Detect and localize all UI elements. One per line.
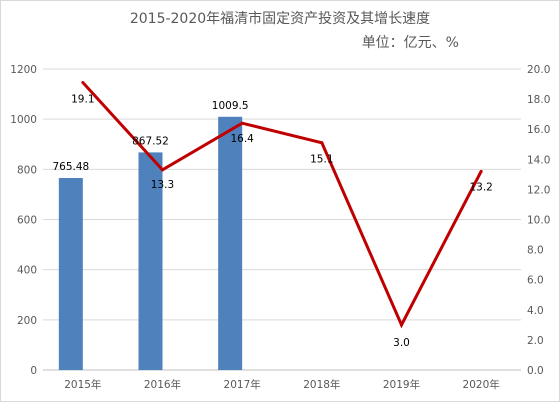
y-right-tick-label: 14.0 xyxy=(527,154,550,166)
y-left-tick-label: 800 xyxy=(17,164,37,176)
x-tick-label: 2017年 xyxy=(224,378,261,391)
y-right-tick-label: 12.0 xyxy=(527,184,550,196)
growth-rate-point xyxy=(320,141,324,145)
investment-bar xyxy=(58,177,83,370)
chart-subtitle: 单位：亿元、% xyxy=(362,35,459,51)
y-right-tick-label: 20.0 xyxy=(527,64,550,76)
y-right-tick-label: 10.0 xyxy=(527,215,550,227)
chart-title: 2015-2020年福清市固定资产投资及其增长速度 xyxy=(130,10,430,27)
data-labels: 765.48 867.52 1009.5 19.1 13.3 16.4 15.1 3.0 13.… xyxy=(52,94,492,349)
y-right-tick-label: 18.0 xyxy=(527,94,550,106)
x-tick-label: 2016年 xyxy=(144,378,181,391)
growth-rate-point xyxy=(400,323,403,327)
grid-layer xyxy=(43,68,521,371)
investment-bar xyxy=(218,116,243,370)
growth-rate-point xyxy=(479,169,483,173)
growth-rate-label: 19.1 xyxy=(71,94,94,106)
x-tick-label: 2018年 xyxy=(303,378,340,391)
y-right-tick-label: 2.0 xyxy=(527,335,544,347)
investment-bar-label: 867.52 xyxy=(132,135,169,147)
x-tick-label: 2019年 xyxy=(383,378,420,391)
investment-bar xyxy=(138,152,163,370)
x-tick-label: 2015年 xyxy=(64,378,101,391)
y-right-tick-label: 16.0 xyxy=(527,124,550,136)
y-left-tick-label: 600 xyxy=(17,215,37,227)
investment-bar-label: 765.48 xyxy=(52,161,89,173)
growth-rate-label: 3.0 xyxy=(393,337,410,349)
axis-labels: 0 200 400 600 800 1000 1200 0.0 2.0 4.0 6.0 8.0 10.0… xyxy=(10,64,550,391)
growth-rate-label: 15.1 xyxy=(310,154,333,166)
growth-rate-label: 13.3 xyxy=(151,179,174,191)
x-tick-label: 2020年 xyxy=(463,378,500,391)
y-right-tick-label: 0.0 xyxy=(527,365,544,377)
y-left-tick-label: 1000 xyxy=(10,114,37,126)
y-right-tick-label: 4.0 xyxy=(527,305,544,317)
growth-rate-point xyxy=(240,121,244,125)
y-left-tick-label: 200 xyxy=(17,315,37,327)
growth-rate-label: 13.2 xyxy=(469,181,492,193)
y-right-tick-label: 8.0 xyxy=(527,245,544,257)
growth-rate-point xyxy=(161,168,164,172)
growth-rate-label: 16.4 xyxy=(230,133,254,145)
investment-bar-label: 1009.5 xyxy=(212,100,249,112)
y-left-tick-label: 1200 xyxy=(10,64,37,76)
y-left-tick-label: 400 xyxy=(17,265,37,277)
growth-rate-point xyxy=(81,81,85,85)
y-right-tick-label: 6.0 xyxy=(527,275,544,287)
bar-series xyxy=(58,116,243,370)
growth-rate-line xyxy=(81,81,483,329)
growth-rate-series xyxy=(81,81,483,329)
y-left-tick-label: 0 xyxy=(30,365,37,377)
